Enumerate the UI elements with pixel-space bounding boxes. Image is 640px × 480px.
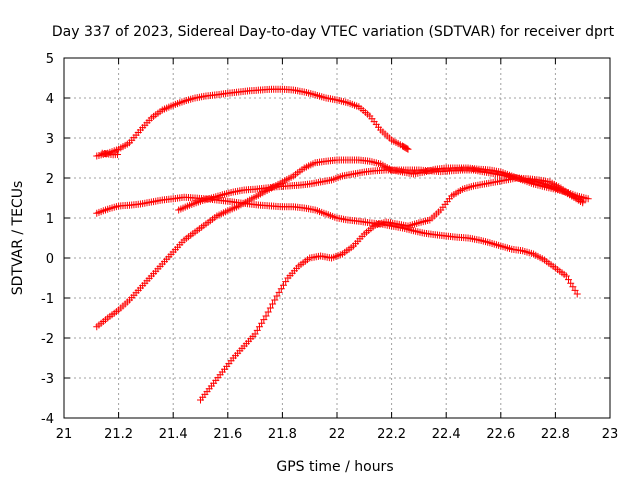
- data-point: [565, 276, 573, 284]
- data-point: [403, 145, 411, 153]
- data-point: [264, 308, 272, 316]
- data-point: [260, 316, 268, 324]
- x-tick-label: 21: [56, 427, 73, 442]
- data-point: [262, 312, 270, 320]
- series-track-3: [93, 156, 592, 331]
- x-tick-label: 21.6: [213, 427, 242, 442]
- series-track-1: [93, 85, 412, 160]
- y-axis-label: SDTVAR / TECUs: [10, 181, 26, 296]
- data-point: [277, 285, 285, 293]
- data-point: [567, 279, 575, 287]
- data-point: [404, 145, 412, 153]
- axis-layer: [63, 57, 611, 419]
- x-tick-label: 22.4: [432, 427, 461, 442]
- y-tick-label: 4: [46, 92, 54, 107]
- data-point: [569, 283, 577, 291]
- data-point: [273, 292, 281, 300]
- y-tick-label: -1: [41, 292, 54, 307]
- x-tick-label: 22.8: [541, 427, 570, 442]
- data-point: [266, 304, 274, 312]
- data-point: [579, 199, 587, 207]
- data-point: [258, 319, 266, 327]
- x-axis-label: GPS time / hours: [276, 459, 393, 475]
- y-tick-label: -2: [41, 332, 54, 347]
- y-tick-label: -4: [41, 412, 54, 427]
- x-tick-label: 23: [602, 427, 619, 442]
- data-point: [251, 330, 259, 338]
- data-point: [571, 286, 579, 294]
- x-tick-label: 21.8: [268, 427, 297, 442]
- data-point: [584, 195, 592, 203]
- data-point: [279, 281, 287, 289]
- y-tick-label: 5: [46, 52, 54, 67]
- x-tick-label: 22.6: [486, 427, 515, 442]
- data-point: [269, 300, 277, 308]
- data-point: [282, 278, 290, 286]
- grid-layer: [64, 58, 610, 418]
- chart-title: Day 337 of 2023, Sidereal Day-to-day VTE…: [52, 24, 615, 40]
- y-tick-label: 1: [46, 212, 54, 227]
- x-tick-label: 21.4: [159, 427, 188, 442]
- data-point: [573, 290, 581, 298]
- x-tick-label: 21.2: [104, 427, 133, 442]
- tick-label-layer: 21 21.2 21.4 21.6 21.8 22 22.2 22.4 22.6 22.8 23-4…: [41, 52, 618, 442]
- data-point: [253, 326, 261, 334]
- series-track-6: [98, 149, 122, 159]
- data-point: [255, 323, 263, 331]
- data-point: [562, 272, 570, 280]
- y-tick-label: 2: [46, 172, 54, 187]
- data-point: [271, 296, 279, 304]
- y-tick-label: -3: [41, 372, 54, 387]
- marker-layer: [93, 85, 592, 404]
- data-point: [275, 288, 283, 296]
- data-point: [114, 150, 122, 158]
- x-tick-label: 22.2: [377, 427, 406, 442]
- y-tick-label: 3: [46, 132, 54, 147]
- y-tick-label: 0: [46, 252, 54, 267]
- x-tick-label: 22: [329, 427, 346, 442]
- series-track-5: [197, 174, 587, 404]
